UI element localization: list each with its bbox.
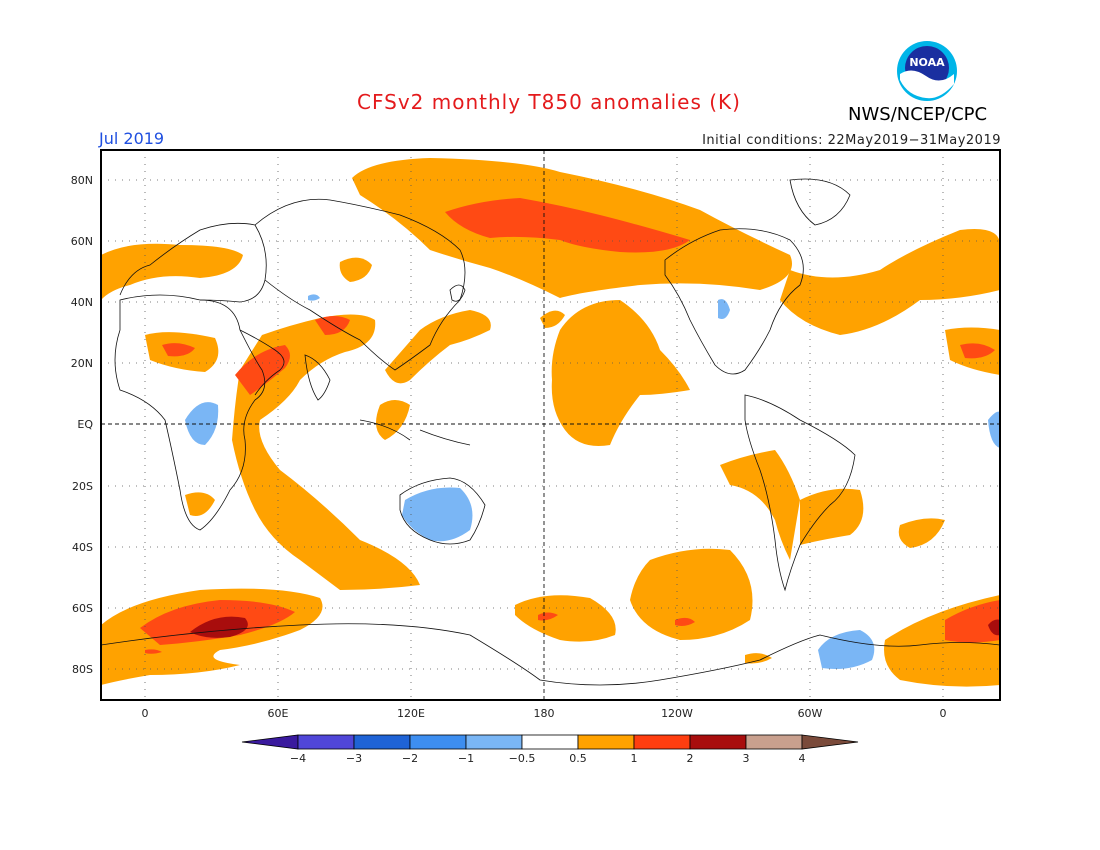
colorbar-bin-0 bbox=[297, 734, 355, 750]
small-pacific-strong bbox=[538, 612, 558, 621]
colorbar-bin-2 bbox=[409, 734, 467, 750]
south-atlantic-warm bbox=[800, 488, 864, 545]
iran-strong bbox=[315, 316, 350, 335]
south-atlantic-cold bbox=[818, 630, 875, 669]
north-america-cold bbox=[718, 299, 730, 319]
central-pacific-warm bbox=[551, 300, 690, 446]
noaa-logo-wave bbox=[900, 70, 954, 99]
strong-warm-anomaly bbox=[190, 616, 1000, 638]
lon-label-60e: 60E bbox=[268, 707, 289, 720]
south-america-warm bbox=[720, 450, 800, 560]
longitude-labels: 0 60E 120E 180 120W 60W 0 bbox=[142, 707, 947, 720]
lat-label-80s: 80S bbox=[72, 663, 93, 676]
southern-indian-strip bbox=[145, 649, 162, 654]
australia-coast bbox=[399, 477, 486, 545]
lon-label-180: 180 bbox=[534, 707, 555, 720]
small-pacific-warm bbox=[540, 310, 565, 328]
africa-coast bbox=[114, 294, 266, 531]
colorbar-extend-low bbox=[241, 734, 299, 750]
south-america-coast bbox=[744, 394, 856, 592]
north-atlantic-warm bbox=[780, 229, 1000, 335]
lon-label-60w: 60W bbox=[798, 707, 823, 720]
southern-indian-peak bbox=[190, 616, 248, 638]
initial-conditions: Initial conditions: 22May2019−31May2019 bbox=[702, 133, 1001, 148]
colorbar-bin-5 bbox=[577, 734, 635, 750]
south-pacific-small-warm bbox=[745, 653, 772, 664]
lat-label-20n: 20N bbox=[71, 357, 93, 370]
agency-label: NWS/NCEP/CPC bbox=[848, 104, 988, 125]
coastlines bbox=[101, 178, 1000, 686]
anomaly-fields bbox=[101, 158, 1000, 687]
southern-atlantic-peak bbox=[988, 619, 1000, 636]
map-frame bbox=[100, 149, 1001, 701]
gridlines bbox=[101, 150, 1000, 700]
lat-label-80n: 80N bbox=[71, 174, 93, 187]
lat-label-40s: 40S bbox=[72, 541, 93, 554]
lat-label-20s: 20S bbox=[72, 480, 93, 493]
japan-coast bbox=[449, 284, 466, 302]
indonesia-coast bbox=[359, 419, 471, 446]
east-atlantic-strong bbox=[960, 343, 995, 359]
colorbar: −4 −3 −2 −1 −0.5 0.5 1 2 3 4 bbox=[241, 734, 859, 765]
southern-ocean-east-pacific-warm bbox=[630, 548, 753, 640]
forecast-month: Jul 2019 bbox=[99, 129, 165, 148]
lon-label-0: 0 bbox=[142, 707, 149, 720]
colorbar-label-8: 3 bbox=[743, 752, 750, 765]
lat-label-60n: 60N bbox=[71, 235, 93, 248]
mideast-cold bbox=[308, 294, 320, 301]
arabia-strong bbox=[235, 345, 290, 395]
greenland-coast bbox=[789, 178, 851, 226]
arabia-indian-ocean-warm bbox=[232, 314, 420, 590]
small-southeast-pacific-strong bbox=[675, 617, 695, 626]
noaa-logo: NOAA bbox=[897, 41, 957, 101]
colorbar-label-7: 2 bbox=[687, 752, 694, 765]
latitude-labels: 80N 60N 40N 20N EQ 20S 40S 60S 80S bbox=[71, 174, 94, 676]
colorbar-label-9: 4 bbox=[799, 752, 806, 765]
reference-lines bbox=[101, 150, 1000, 700]
india-coast bbox=[304, 354, 331, 401]
colorbar-bin-8 bbox=[745, 734, 803, 750]
colorbar-label-3: −1 bbox=[458, 752, 474, 765]
maritime-warm bbox=[376, 400, 410, 440]
colorbar-label-4: −0.5 bbox=[509, 752, 536, 765]
colorbar-label-5: 0.5 bbox=[569, 752, 587, 765]
lon-label-0-right: 0 bbox=[940, 707, 947, 720]
lon-label-120w: 120W bbox=[661, 707, 693, 720]
colorbar-bin-6 bbox=[633, 734, 691, 750]
asia-coast bbox=[254, 198, 466, 371]
sahara-strong bbox=[162, 343, 195, 357]
lon-label-120e: 120E bbox=[397, 707, 425, 720]
noaa-logo-text: NOAA bbox=[909, 56, 945, 69]
colorbar-bin-3 bbox=[465, 734, 523, 750]
australia-cold bbox=[402, 487, 473, 542]
colorbar-label-2: −2 bbox=[402, 752, 418, 765]
map-title: CFSv2 monthly T850 anomalies (K) bbox=[357, 90, 741, 114]
lat-label-eq: EQ bbox=[77, 418, 93, 431]
africa-south-warm bbox=[185, 492, 215, 516]
colorbar-bin-7 bbox=[689, 734, 747, 750]
europe-warm bbox=[101, 243, 243, 300]
colorbar-label-0: −4 bbox=[290, 752, 306, 765]
colorbar-label-6: 1 bbox=[631, 752, 638, 765]
arabia-coast bbox=[239, 329, 285, 396]
colorbar-label-1: −3 bbox=[346, 752, 362, 765]
east-atlantic-cold bbox=[988, 411, 1000, 448]
east-asia-warm bbox=[385, 310, 491, 384]
asia-blob-warm bbox=[339, 257, 372, 282]
lat-label-40n: 40N bbox=[71, 296, 93, 309]
north-america-coast bbox=[664, 228, 804, 375]
southern-ocean-pacific-warm bbox=[515, 595, 616, 642]
southern-atlantic-strong bbox=[945, 600, 1000, 643]
siberia-alaska-strong bbox=[445, 198, 690, 253]
colorbar-extend-high bbox=[801, 734, 859, 750]
antarctica-coast bbox=[101, 623, 1000, 686]
colorbar-bin-1 bbox=[353, 734, 411, 750]
colorbar-bin-4 bbox=[521, 734, 579, 750]
lat-label-60s: 60S bbox=[72, 602, 93, 615]
far-south-atlantic-warm bbox=[898, 518, 945, 548]
